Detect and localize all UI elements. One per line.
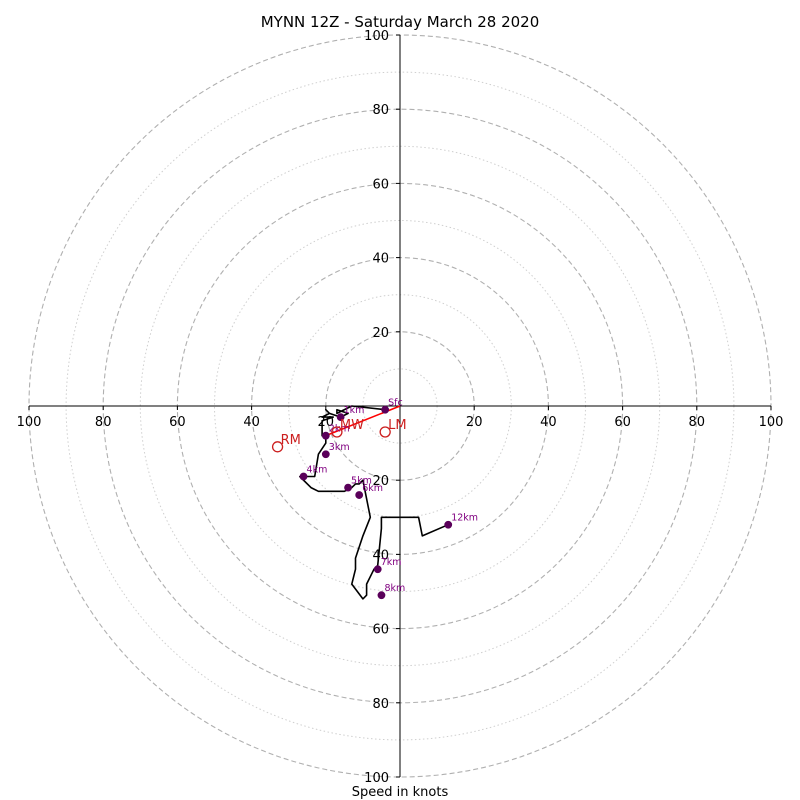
height-marker-label: 3km: [329, 442, 350, 453]
y-tick-label-top: 20: [372, 326, 389, 341]
x-tick-label: 20: [466, 415, 483, 430]
y-tick-label-top: 80: [372, 103, 389, 118]
height-marker-label: 1km: [344, 405, 365, 416]
x-tick-label: 60: [614, 415, 631, 430]
height-marker-point: [321, 450, 330, 459]
chart-title: MYNN 12Z - Saturday March 28 2020: [261, 13, 540, 31]
storm-motion-label: LM: [388, 418, 406, 433]
y-tick-label-bottom: 100: [364, 771, 389, 786]
x-tick-label: 100: [17, 415, 42, 430]
height-marker-point: [444, 520, 453, 529]
storm-motion-marker: [379, 426, 391, 438]
y-tick-label-bottom: 20: [372, 474, 389, 489]
height-marker-label: 2km: [329, 424, 350, 435]
height-marker-label: 6km: [362, 483, 383, 494]
x-tick-label: 40: [243, 415, 260, 430]
height-marker-point: [381, 405, 390, 414]
height-marker-label: 4km: [307, 464, 328, 475]
y-tick-label-top: 60: [372, 177, 389, 192]
height-marker-point: [321, 431, 330, 440]
height-marker-label: 7km: [381, 557, 402, 568]
storm-motion-label: MW: [340, 418, 364, 433]
height-marker-point: [377, 591, 386, 600]
x-axis-label: Speed in knots: [352, 785, 449, 800]
height-marker-label: 12km: [451, 513, 478, 524]
x-tick-label: 40: [540, 415, 557, 430]
x-tick-label: 80: [689, 415, 706, 430]
y-tick-label-bottom: 80: [372, 697, 389, 712]
height-marker-label: Sfc: [388, 398, 403, 409]
height-marker-point: [355, 491, 364, 499]
height-marker-label: 8km: [384, 583, 405, 594]
height-marker-point: [299, 472, 308, 481]
height-marker-point: [344, 483, 352, 492]
y-tick-label-bottom: 40: [372, 548, 389, 563]
height-marker-label: 5km: [351, 476, 372, 487]
height-marker-point: [373, 565, 382, 574]
y-tick-label-top: 100: [364, 29, 389, 44]
storm-motion-marker: [331, 426, 343, 438]
x-tick-label: 80: [95, 415, 112, 430]
y-tick-label-bottom: 60: [372, 623, 389, 638]
storm-motion-marker: [271, 441, 284, 453]
x-tick-label: 100: [759, 415, 784, 430]
storm-motions: RM LM MW: [271, 418, 407, 453]
height-marker-point: [336, 413, 345, 422]
storm-motion-label: RM: [281, 433, 301, 448]
y-tick-label-top: 40: [372, 252, 389, 267]
x-tick-label: 60: [169, 415, 186, 430]
